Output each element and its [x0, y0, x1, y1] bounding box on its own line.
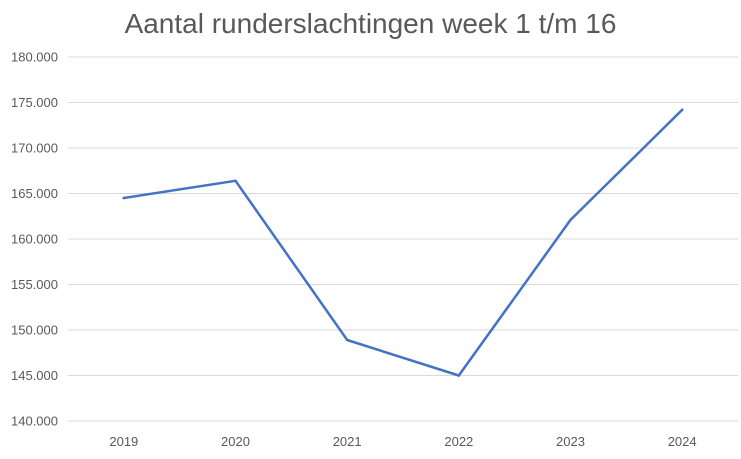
x-axis-ticks: 2019 2020 2021 2022 2023 2024 [109, 434, 696, 449]
y-tick-label: 160.000 [11, 232, 58, 247]
y-tick-label: 140.000 [11, 414, 58, 429]
y-tick-label: 155.000 [11, 277, 58, 292]
y-tick-label: 150.000 [11, 323, 58, 338]
y-tick-label: 170.000 [11, 141, 58, 156]
series-line [122, 108, 684, 377]
data-point [234, 179, 237, 183]
x-tick-label: 2021 [333, 434, 362, 449]
y-tick-label: 175.000 [11, 95, 58, 110]
chart-title: Aantal runderslachtingen week 1 t/m 16 [124, 8, 617, 39]
data-point [680, 108, 684, 112]
x-tick-label: 2019 [109, 434, 138, 449]
y-tick-label: 180.000 [11, 50, 58, 65]
x-tick-label: 2022 [444, 434, 473, 449]
x-tick-label: 2024 [668, 434, 697, 449]
x-tick-label: 2020 [221, 434, 250, 449]
series-layer [122, 108, 684, 377]
data-point [457, 374, 461, 377]
data-point [569, 218, 572, 222]
x-tick-label: 2023 [556, 434, 585, 449]
data-point [122, 196, 126, 200]
data-point [345, 338, 349, 342]
gridlines [68, 56, 738, 422]
y-axis-ticks: 140.000 145.000 150.000 155.000 160.000 165.0… [11, 50, 58, 429]
y-tick-label: 165.000 [11, 186, 58, 201]
y-tick-label: 145.000 [11, 368, 58, 383]
